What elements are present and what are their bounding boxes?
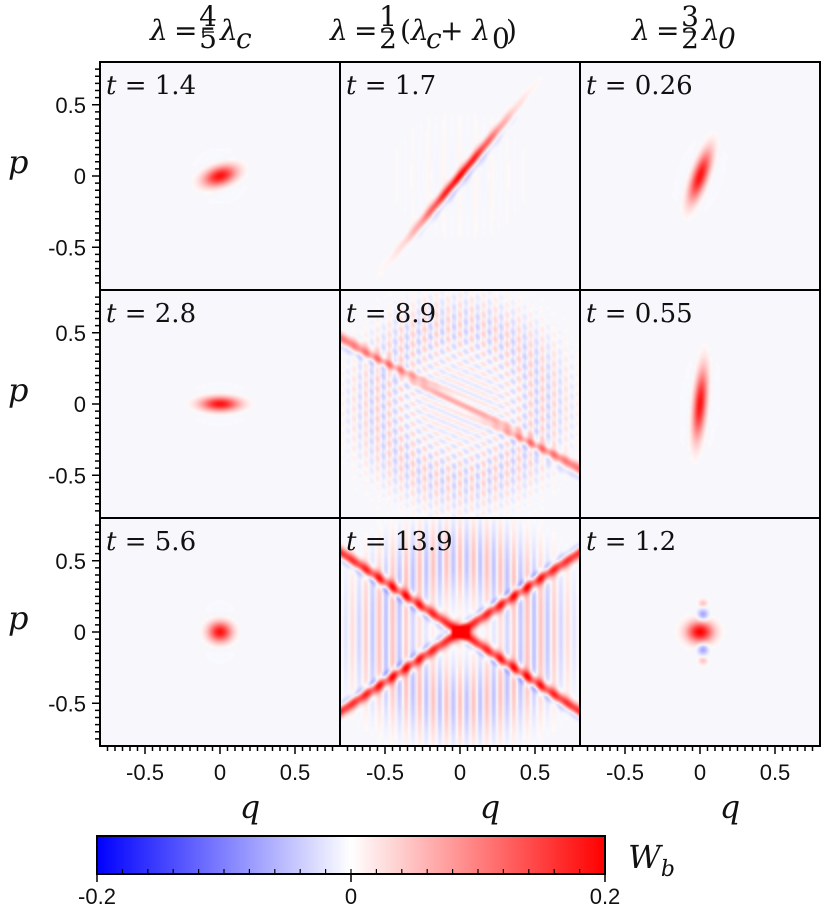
x-tick-label: 0.5 <box>760 760 791 785</box>
svg-text:λ: λ <box>701 14 720 47</box>
colorbar-gradient <box>96 835 606 875</box>
x-axis-label: q <box>480 788 500 826</box>
svg-text:=: = <box>656 14 679 47</box>
colorbar-tick-label: -0.2 <box>78 884 116 909</box>
heatmap-panel-r2-c1 <box>340 518 580 746</box>
svg-text:λ: λ <box>219 14 238 47</box>
colorbar: -0.2 0 0.2 Wb <box>78 835 675 909</box>
y-tick-label: 0 <box>74 392 86 417</box>
column-title-0: λ = 45 λc <box>149 0 252 55</box>
time-labels: t = 1.4 t = 1.7 t = 0.26 t = 2.8 t = 8.9 t = … <box>106 71 693 557</box>
svg-text:+ λ: + λ <box>440 14 490 47</box>
heatmap-panel-r1-c2 <box>580 290 820 518</box>
svg-text:2: 2 <box>681 22 699 55</box>
svg-text:): ) <box>506 14 517 47</box>
time-label: t = 1.2 <box>586 527 676 557</box>
colorbar-ticks: -0.2 0 0.2 <box>78 869 620 909</box>
svg-text:c: c <box>236 22 252 55</box>
time-label: t = 1.4 <box>106 71 196 101</box>
column-title-1: λ = 12 (λc + λ 0) <box>329 0 517 55</box>
y-axis-label: p <box>8 599 28 637</box>
y-tick-labels: 0.5 0 -0.5 0.5 0 -0.5 0.5 0 -0.5 <box>48 93 86 717</box>
y-axis-label: p <box>8 143 28 181</box>
svg-text:0: 0 <box>718 22 736 55</box>
colorbar-tick-label: 0 <box>345 884 357 909</box>
svg-text:=: = <box>174 14 197 47</box>
panel-frames <box>92 61 821 754</box>
heatmap-panel-r0-c0 <box>100 62 340 290</box>
column-title-2: λ = 32 λ0 <box>631 0 736 55</box>
column-titles: λ = 45 λc λ = 12 (λc + λ 0) λ = 32 λ0 <box>149 0 736 55</box>
x-tick-label: 0.5 <box>520 760 551 785</box>
svg-text:=: = <box>354 14 377 47</box>
svg-text:4: 4 <box>199 0 217 33</box>
time-label: t = 5.6 <box>106 527 196 557</box>
y-tick-label: 0.5 <box>55 321 86 346</box>
x-tick-label: -0.5 <box>126 760 164 785</box>
y-tick-label: 0.5 <box>55 549 86 574</box>
heatmap-panel-r1-c1 <box>340 290 580 518</box>
y-axis-label: p <box>8 371 28 409</box>
time-label: t = 0.55 <box>586 299 693 329</box>
y-tick-label: -0.5 <box>48 691 86 716</box>
svg-text:(λ: (λ <box>400 14 429 47</box>
svg-text:c: c <box>426 22 442 55</box>
svg-text:3: 3 <box>681 0 699 33</box>
svg-text:2: 2 <box>379 22 397 55</box>
svg-text:λ: λ <box>149 14 168 47</box>
time-label: t = 2.8 <box>106 299 196 329</box>
y-tick-label: 0 <box>74 164 86 189</box>
x-tick-labels: -0.5 0 0.5 -0.5 0 0.5 -0.5 0 0.5 <box>126 760 790 785</box>
y-tick-label: -0.5 <box>48 463 86 488</box>
heatmap-panel-r1-c0 <box>100 290 340 518</box>
time-label: t = 8.9 <box>346 299 436 329</box>
time-label: t = 0.26 <box>586 71 693 101</box>
heatmap-panel-r0-c2 <box>580 62 820 290</box>
svg-text:λ: λ <box>631 14 650 47</box>
x-axis-label: q <box>720 788 740 826</box>
x-tick-label: 0 <box>694 760 706 785</box>
x-tick-label: 0.5 <box>280 760 311 785</box>
colorbar-label: Wb <box>628 838 675 882</box>
colorbar-tick-label: 0.2 <box>590 884 621 909</box>
svg-text:0: 0 <box>492 22 510 55</box>
time-label: t = 13.9 <box>346 527 453 557</box>
x-tick-label: 0 <box>214 760 226 785</box>
y-tick-label: -0.5 <box>48 235 86 260</box>
heatmap-panel-r2-c2 <box>580 518 820 746</box>
x-axis-label: q <box>240 788 260 826</box>
y-tick-label: 0 <box>74 620 86 645</box>
heatmap-panel-r0-c1 <box>340 62 580 290</box>
svg-text:5: 5 <box>199 22 217 55</box>
time-label: t = 1.7 <box>346 71 436 101</box>
svg-text:λ: λ <box>329 14 348 47</box>
y-tick-label: 0.5 <box>55 93 86 118</box>
x-tick-label: -0.5 <box>606 760 644 785</box>
y-axis-labels: p p p <box>8 143 28 637</box>
x-tick-label: -0.5 <box>366 760 404 785</box>
heatmap-panel-r2-c0 <box>100 518 340 746</box>
heatmap-panels <box>100 62 820 746</box>
x-tick-label: 0 <box>454 760 466 785</box>
svg-text:1: 1 <box>379 0 397 33</box>
